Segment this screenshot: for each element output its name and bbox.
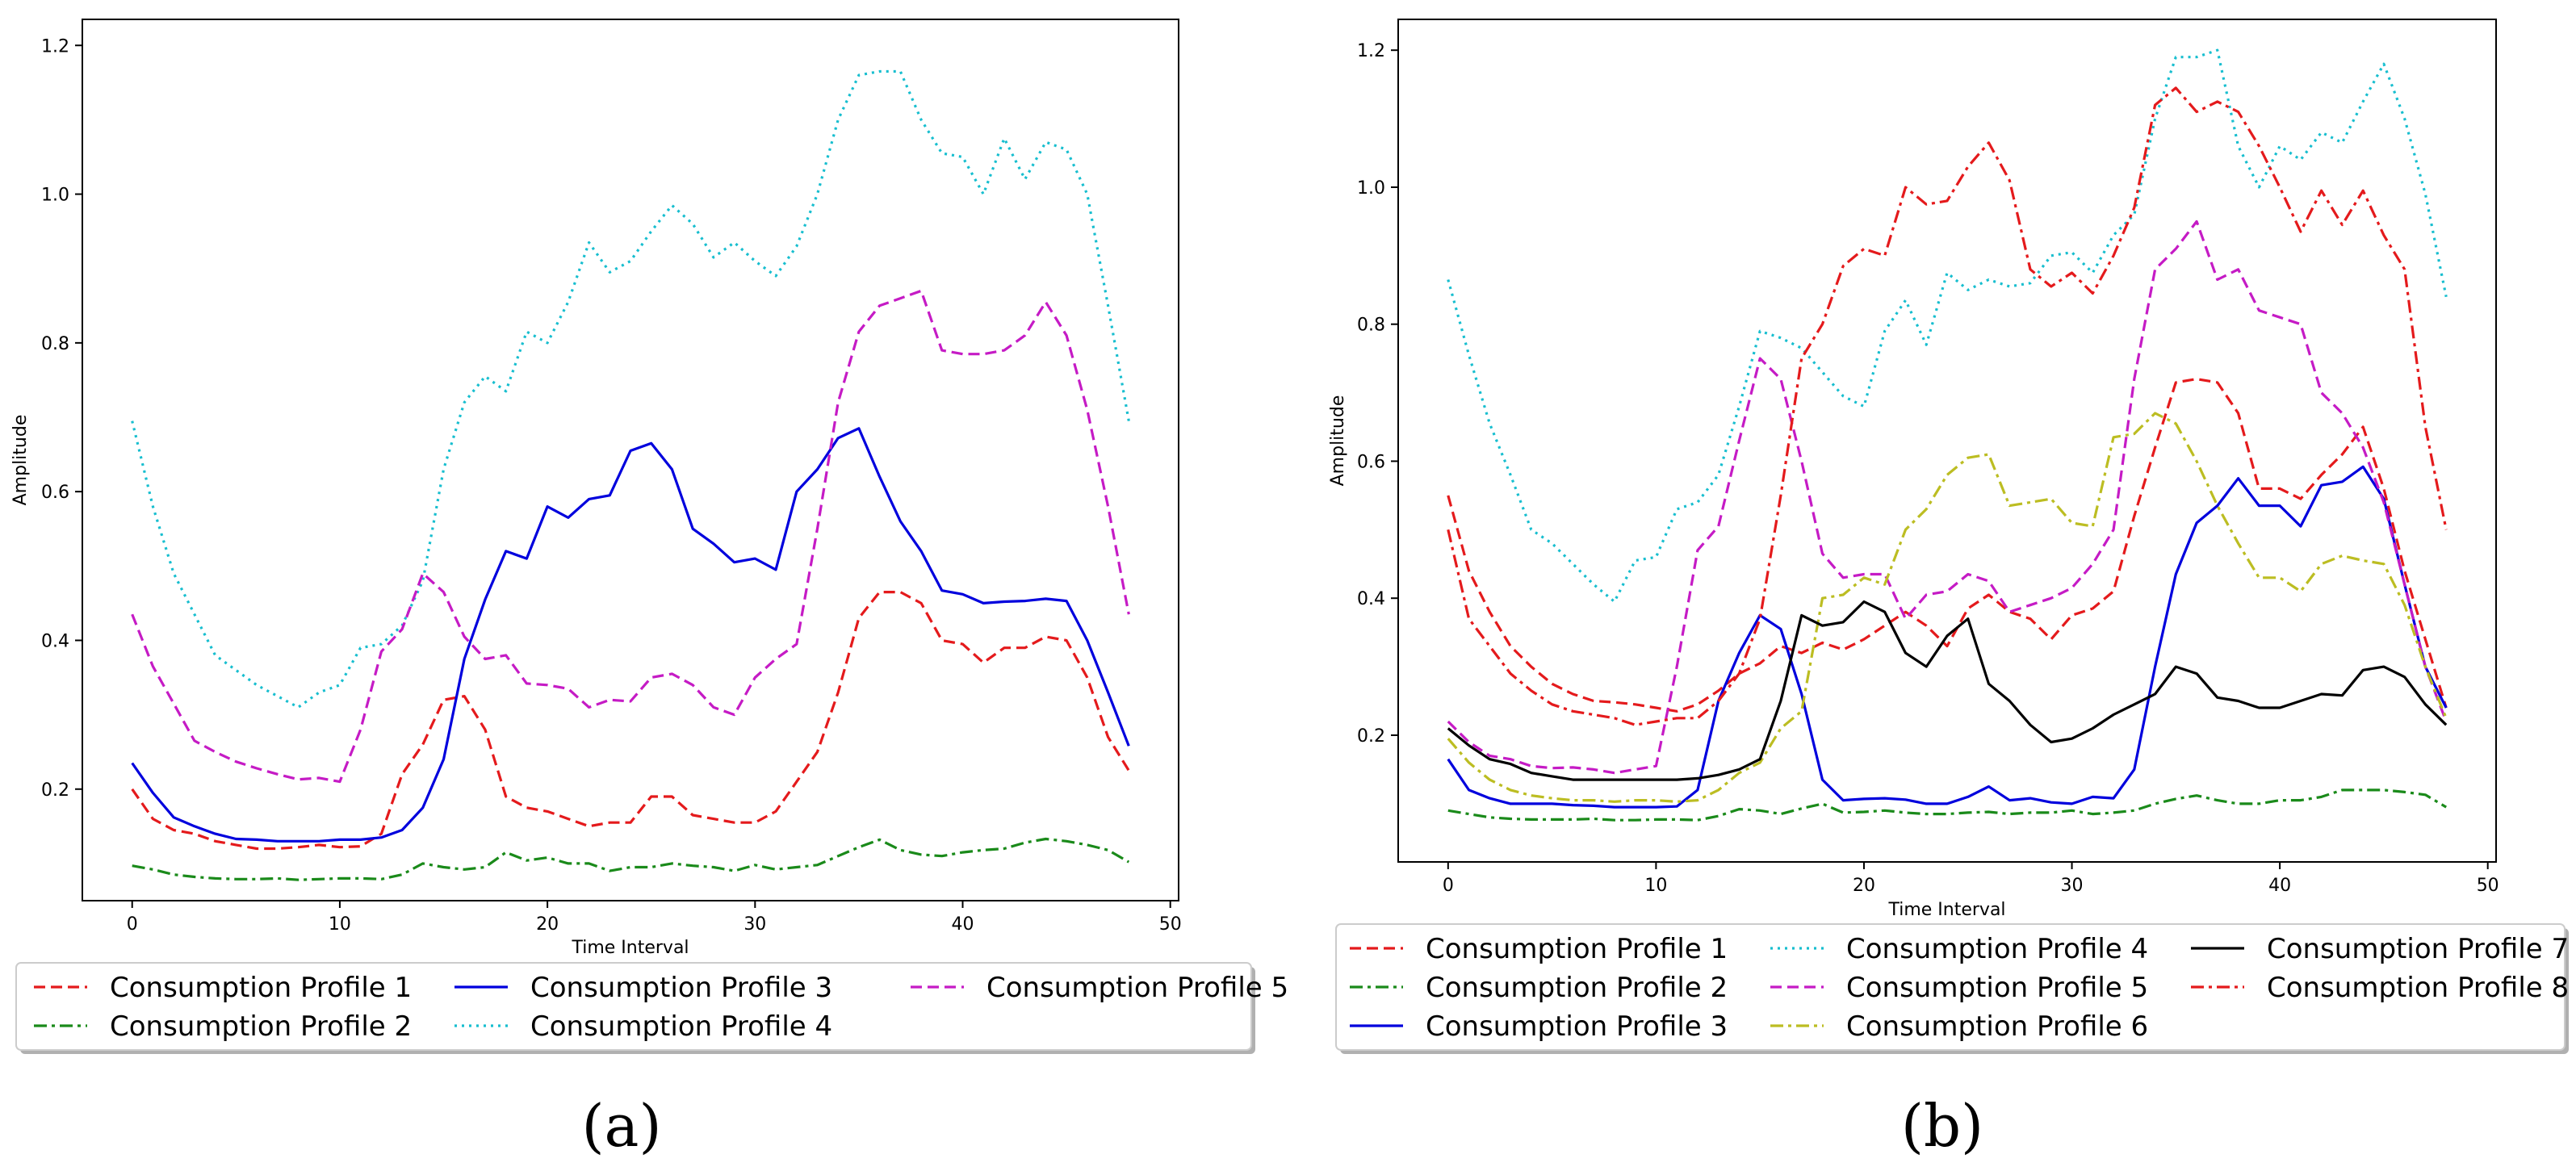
panel-b-x-axis-title: Time Interval bbox=[1887, 900, 2005, 920]
panel-a-series-line-3 bbox=[131, 427, 1130, 843]
panel-a-label: (a) bbox=[581, 1092, 661, 1160]
panel-b-series-line-7 bbox=[1447, 600, 2448, 781]
panel-b-x-tick-label: 20 bbox=[1853, 876, 1875, 896]
panel-a-legend-label-4: Consumption Profile 4 bbox=[530, 1010, 832, 1043]
panel-b-x-tick-label: 50 bbox=[2477, 876, 2499, 896]
panel-a-series-line-1 bbox=[131, 591, 1130, 851]
panel-a-y-tick-label: 1.2 bbox=[41, 36, 69, 56]
panel-a-legend-box bbox=[15, 962, 1252, 1051]
panel-b-legend: Consumption Profile 1 Consumption Profile… bbox=[1335, 923, 2569, 1054]
panel-b-series-line-5 bbox=[1447, 220, 2448, 775]
panel-a-axes-frame bbox=[82, 19, 1179, 901]
panel-b-legend-box bbox=[1335, 923, 2566, 1051]
panel-b-y-tick-label: 1.2 bbox=[1357, 41, 1385, 61]
panel-b-legend-label-2: Consumption Profile 2 bbox=[1426, 972, 1728, 1004]
panel-a-y-tick-label: 0.6 bbox=[41, 483, 69, 503]
panel-a-legend: Consumption Profile 1 Consumption Profile… bbox=[15, 962, 1288, 1054]
panel-b-series-line-1 bbox=[1447, 378, 2448, 713]
panel-b-label: (b) bbox=[1901, 1092, 1983, 1160]
panel-a-y-tick-label: 0.4 bbox=[41, 631, 69, 651]
panel-b-y-tick-label: 0.6 bbox=[1357, 452, 1385, 472]
panel-b-y-axis-title: Amplitude bbox=[1328, 395, 1348, 487]
panel-a-series-line-2 bbox=[132, 837, 1130, 881]
panel-b-series-line-6 bbox=[1447, 412, 2448, 803]
panel-b-x-tick-label: 30 bbox=[2061, 876, 2084, 896]
panel-a-x-tick-label: 0 bbox=[127, 914, 138, 935]
panel-b-legend-label-3: Consumption Profile 3 bbox=[1426, 1010, 1728, 1043]
panel-b-x-tick-label: 10 bbox=[1644, 876, 1667, 896]
panel-a-x-tick-label: 40 bbox=[952, 914, 974, 935]
panel-a-x-tick-label: 50 bbox=[1159, 914, 1182, 935]
panel-b-legend-label-4: Consumption Profile 4 bbox=[1846, 933, 2148, 965]
panel-b-series-line-3 bbox=[1447, 465, 2448, 809]
panel-a-x-tick-label: 20 bbox=[536, 914, 559, 935]
panel-b-series-line-2 bbox=[1447, 788, 2448, 822]
panel-b-x-tick-label: 40 bbox=[2268, 876, 2291, 896]
panel-b-series-line-8 bbox=[1447, 86, 2448, 726]
panel-a-y-tick-label: 0.8 bbox=[41, 334, 69, 354]
panel-a-x-tick-label: 30 bbox=[743, 914, 766, 935]
panel-b-legend-label-8: Consumption Profile 8 bbox=[2267, 972, 2569, 1004]
panel-a-y-tick-label: 1.0 bbox=[41, 186, 69, 206]
panel-a-legend-label-1: Consumption Profile 1 bbox=[110, 972, 412, 1004]
panel-a-legend-label-3: Consumption Profile 3 bbox=[530, 972, 832, 1004]
panel-b-y-tick-label: 0.8 bbox=[1357, 316, 1385, 336]
panel-b-y-tick-label: 1.0 bbox=[1357, 178, 1385, 199]
panel-b-series-line-4 bbox=[1447, 48, 2448, 604]
panel-b-x-tick-label: 0 bbox=[1443, 876, 1454, 896]
panel-a-series-line-4 bbox=[131, 69, 1130, 709]
panel-a-legend-label-2: Consumption Profile 2 bbox=[110, 1010, 412, 1043]
panel-b-legend-label-1: Consumption Profile 1 bbox=[1426, 933, 1728, 965]
panel-a-x-tick-label: 10 bbox=[329, 914, 351, 935]
panel-a-y-tick-label: 0.2 bbox=[41, 780, 69, 801]
panel-b-y-tick-label: 0.2 bbox=[1357, 726, 1385, 747]
panel-b-legend-label-5: Consumption Profile 5 bbox=[1846, 972, 2148, 1004]
panel-b-legend-label-6: Consumption Profile 6 bbox=[1846, 1010, 2148, 1043]
panel-a-y-axis-title: Amplitude bbox=[10, 415, 31, 506]
panel-a: 0 10 20 30 40 50 0.2 0.4 0.6 0.8 1.0 1.2 Time Interv… bbox=[10, 19, 1288, 1160]
panel-b-axes-frame bbox=[1397, 19, 2497, 863]
panel-b-legend-label-7: Consumption Profile 7 bbox=[2267, 933, 2569, 965]
panel-a-legend-label-5: Consumption Profile 5 bbox=[986, 972, 1288, 1004]
panel-b: 0 10 20 30 40 50 0.2 0.4 0.6 0.8 1.0 1.2 Time Interv… bbox=[1328, 19, 2569, 1160]
panel-a-series-line-5 bbox=[131, 289, 1130, 784]
panel-a-x-axis-title: Time Interval bbox=[571, 938, 689, 958]
panel-b-y-tick-label: 0.4 bbox=[1357, 589, 1385, 609]
